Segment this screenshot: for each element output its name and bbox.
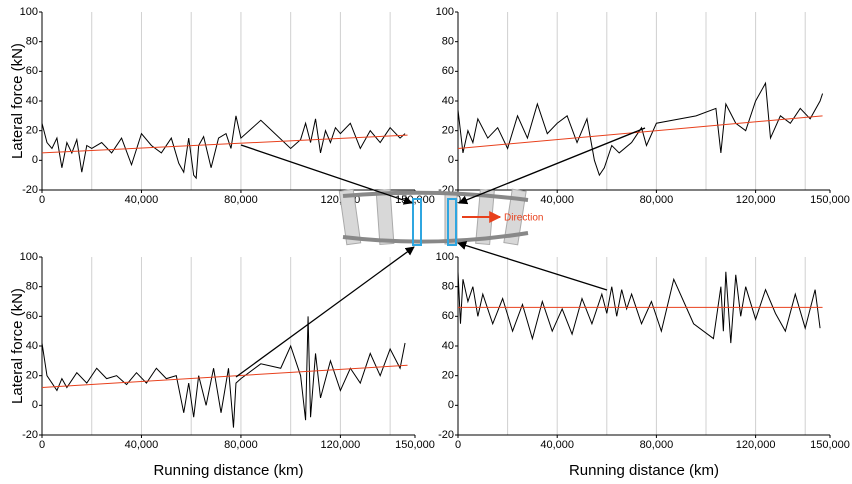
trend-line xyxy=(41,134,408,154)
y-tick-label: 0 xyxy=(448,399,454,411)
x-tick-label: 0 xyxy=(39,439,45,451)
x-tick-label: 0 xyxy=(455,194,461,206)
y-tick-label: -20 xyxy=(438,429,454,441)
x-tick-label: 40,000 xyxy=(125,194,159,206)
y-tick-label: 100 xyxy=(436,251,454,263)
y-tick-label: 40 xyxy=(442,340,454,352)
y-tick-label: 80 xyxy=(26,281,38,293)
sensor xyxy=(447,198,457,246)
y-tick-label: -20 xyxy=(22,184,38,196)
tie xyxy=(375,189,395,245)
data-line xyxy=(41,316,406,428)
y-tick-label: 0 xyxy=(32,154,38,166)
sensor xyxy=(412,198,422,246)
y-axis-label: Lateral force (kN) xyxy=(9,43,26,159)
x-tick-label: 120,000 xyxy=(321,439,361,451)
x-tick-label: 40,000 xyxy=(540,439,574,451)
y-tick-label: 40 xyxy=(26,95,38,107)
pointer-arrows xyxy=(235,127,646,378)
x-tick-label: 0 xyxy=(39,194,45,206)
data-line xyxy=(457,271,821,344)
y-tick-label: 0 xyxy=(448,154,454,166)
arrow xyxy=(235,246,415,378)
y-tick-label: 60 xyxy=(442,310,454,322)
chart-panel: -20020406080100040,00080,000120,000150,0… xyxy=(9,6,435,206)
x-tick-label: 80,000 xyxy=(640,439,674,451)
y-tick-label: 60 xyxy=(26,65,38,77)
x-tick-label: 150,000 xyxy=(810,439,850,451)
y-tick-label: 20 xyxy=(26,125,38,137)
x-tick-label: 80,000 xyxy=(224,439,258,451)
y-tick-label: 20 xyxy=(442,370,454,382)
x-tick-label: 80,000 xyxy=(224,194,258,206)
track-illustration: Direction xyxy=(338,188,543,246)
arrow xyxy=(458,127,646,205)
x-tick-label: 120,000 xyxy=(736,439,776,451)
x-axis-label: Running distance (km) xyxy=(153,462,303,479)
x-tick-label: 40,000 xyxy=(125,439,159,451)
data-line xyxy=(457,81,824,177)
x-axis-label: Running distance (km) xyxy=(569,462,719,479)
rail xyxy=(342,190,529,202)
x-tick-label: 120,000 xyxy=(736,194,776,206)
trend-line xyxy=(41,364,408,389)
y-tick-label: 60 xyxy=(442,65,454,77)
y-tick-label: 80 xyxy=(442,281,454,293)
y-tick-label: 80 xyxy=(26,36,38,48)
x-tick-label: 0 xyxy=(455,439,461,451)
y-tick-label: -20 xyxy=(22,429,38,441)
y-tick-label: 100 xyxy=(20,251,38,263)
trend-line xyxy=(457,115,823,149)
y-tick-label: 60 xyxy=(26,310,38,322)
data-line xyxy=(41,115,406,180)
charts: -20020406080100040,00080,000120,000150,0… xyxy=(9,6,850,479)
arrow xyxy=(240,144,413,205)
y-tick-label: 20 xyxy=(442,125,454,137)
arrow xyxy=(457,241,608,291)
direction-label: Direction xyxy=(504,213,543,224)
y-axis-label: Lateral force (kN) xyxy=(9,288,26,404)
rail xyxy=(342,231,529,244)
y-tick-label: 80 xyxy=(442,36,454,48)
y-tick-label: 20 xyxy=(26,370,38,382)
x-tick-label: 150,000 xyxy=(810,194,850,206)
y-tick-label: 40 xyxy=(26,340,38,352)
tie xyxy=(338,188,362,246)
y-tick-label: 100 xyxy=(20,6,38,18)
x-tick-label: 150,000 xyxy=(395,439,435,451)
y-tick-label: 0 xyxy=(32,399,38,411)
y-tick-label: 100 xyxy=(436,6,454,18)
tie xyxy=(503,188,527,246)
x-tick-label: 40,000 xyxy=(540,194,574,206)
x-tick-label: 80,000 xyxy=(640,194,674,206)
y-tick-label: 40 xyxy=(442,95,454,107)
